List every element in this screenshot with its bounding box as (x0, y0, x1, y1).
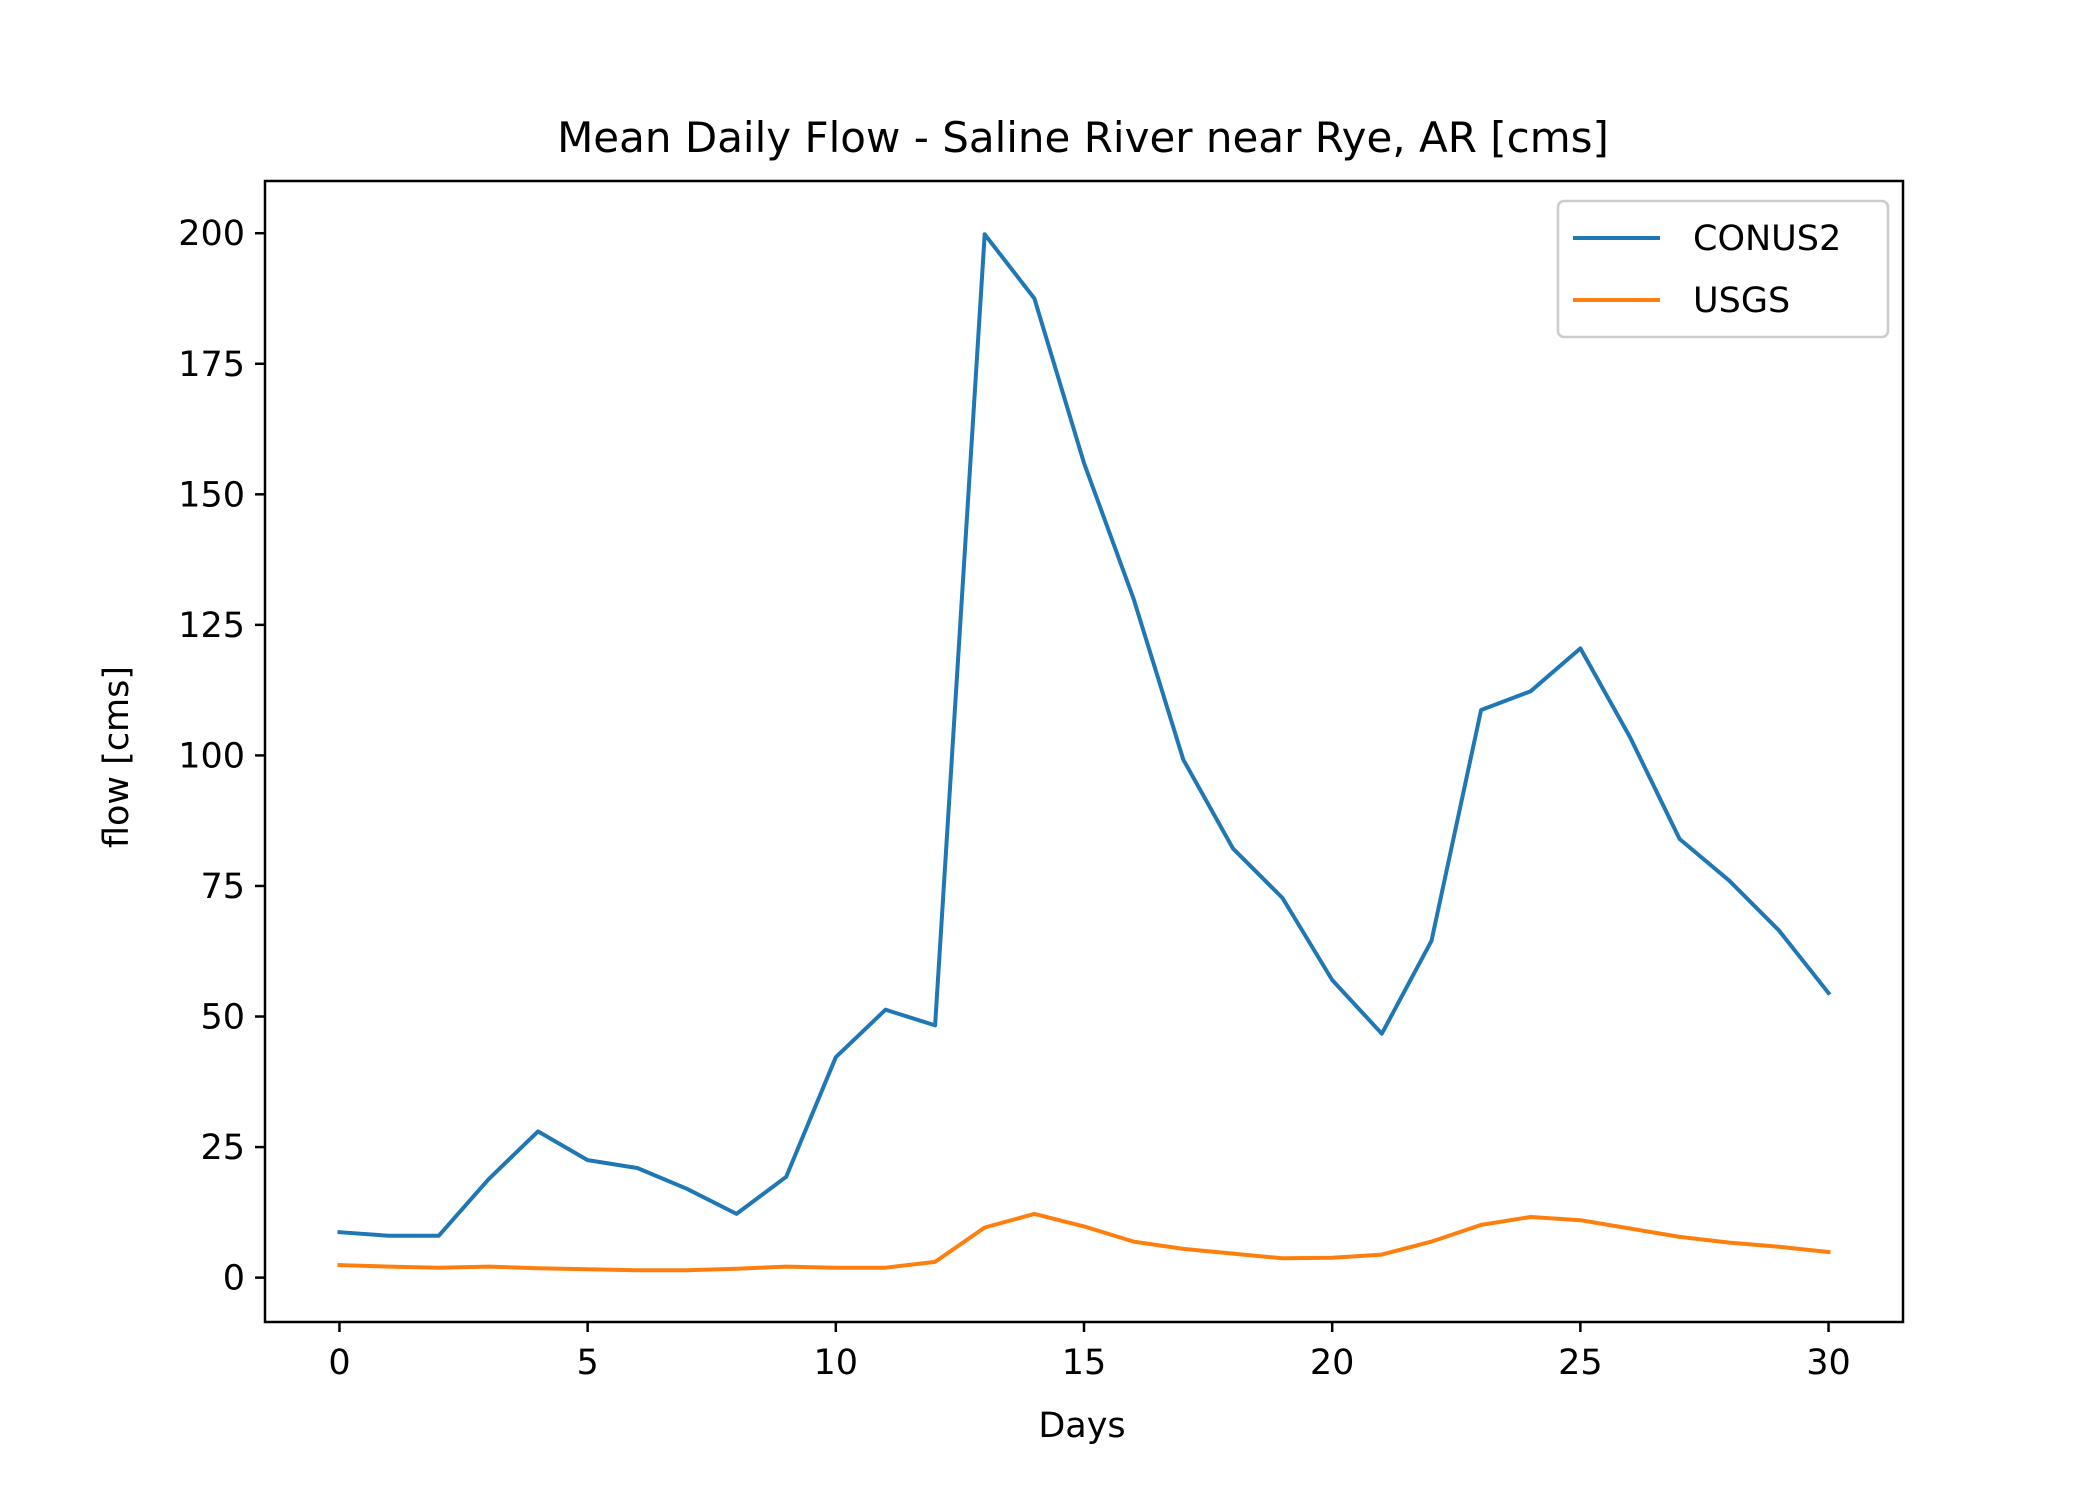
plot-frame (263, 179, 1905, 1324)
legend-label-conus2: CONUS2 (1693, 219, 1841, 259)
y-tick-label: 125 (178, 606, 245, 646)
y-tick-label: 100 (178, 736, 245, 776)
y-tick-label: 150 (178, 475, 245, 515)
x-tick-label: 15 (1062, 1343, 1107, 1383)
x-axis: 0 5 10 15 20 25 30 (328, 1322, 1851, 1383)
legend: CONUS2 USGS (1556, 199, 1890, 339)
series-line-usgs (337, 1211, 1831, 1273)
series-line-conus2 (337, 232, 1832, 1238)
y-tick-label: 175 (178, 345, 245, 385)
x-tick-label: 30 (1806, 1343, 1851, 1383)
y-tick-label: 75 (200, 867, 245, 907)
y-tick-label: 50 (200, 998, 245, 1038)
x-tick-label: 10 (814, 1343, 859, 1383)
legend-label-usgs: USGS (1693, 281, 1790, 321)
plot-area (263, 179, 1905, 1324)
x-tick-label: 0 (328, 1343, 350, 1383)
x-tick-label: 5 (576, 1343, 598, 1383)
y-axis: 0 25 50 75 100 125 150 175 200 (178, 214, 265, 1299)
chart-title: Mean Daily Flow - Saline River near Rye,… (557, 113, 1609, 162)
legend-box (1556, 199, 1890, 339)
y-tick-label: 0 (223, 1259, 245, 1299)
y-tick-label: 25 (200, 1128, 245, 1168)
y-axis-label: flow [cms] (97, 666, 137, 848)
x-axis-label: Days (1038, 1406, 1125, 1446)
series-layer (337, 232, 1832, 1273)
y-tick-label: 200 (178, 214, 245, 254)
x-tick-label: 25 (1558, 1343, 1603, 1383)
x-tick-label: 20 (1310, 1343, 1355, 1383)
